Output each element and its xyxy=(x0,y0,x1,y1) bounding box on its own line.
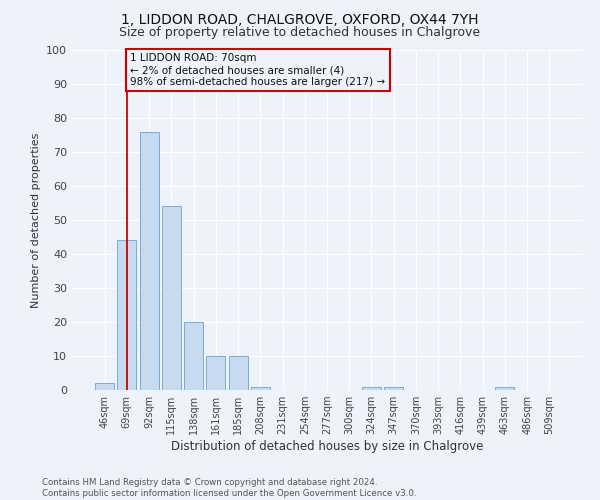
Bar xyxy=(184,322,203,390)
Bar xyxy=(362,386,381,390)
Text: Contains HM Land Registry data © Crown copyright and database right 2024.
Contai: Contains HM Land Registry data © Crown c… xyxy=(42,478,416,498)
Text: 1, LIDDON ROAD, CHALGROVE, OXFORD, OX44 7YH: 1, LIDDON ROAD, CHALGROVE, OXFORD, OX44 … xyxy=(121,12,479,26)
Bar xyxy=(140,132,158,390)
X-axis label: Distribution of detached houses by size in Chalgrove: Distribution of detached houses by size … xyxy=(171,440,483,453)
Bar xyxy=(206,356,225,390)
Bar xyxy=(229,356,248,390)
Bar xyxy=(95,383,114,390)
Text: Size of property relative to detached houses in Chalgrove: Size of property relative to detached ho… xyxy=(119,26,481,39)
Bar xyxy=(162,206,181,390)
Text: 1 LIDDON ROAD: 70sqm
← 2% of detached houses are smaller (4)
98% of semi-detache: 1 LIDDON ROAD: 70sqm ← 2% of detached ho… xyxy=(130,54,385,86)
Y-axis label: Number of detached properties: Number of detached properties xyxy=(31,132,41,308)
Bar xyxy=(384,386,403,390)
Bar xyxy=(496,386,514,390)
Bar xyxy=(251,386,270,390)
Bar xyxy=(118,240,136,390)
